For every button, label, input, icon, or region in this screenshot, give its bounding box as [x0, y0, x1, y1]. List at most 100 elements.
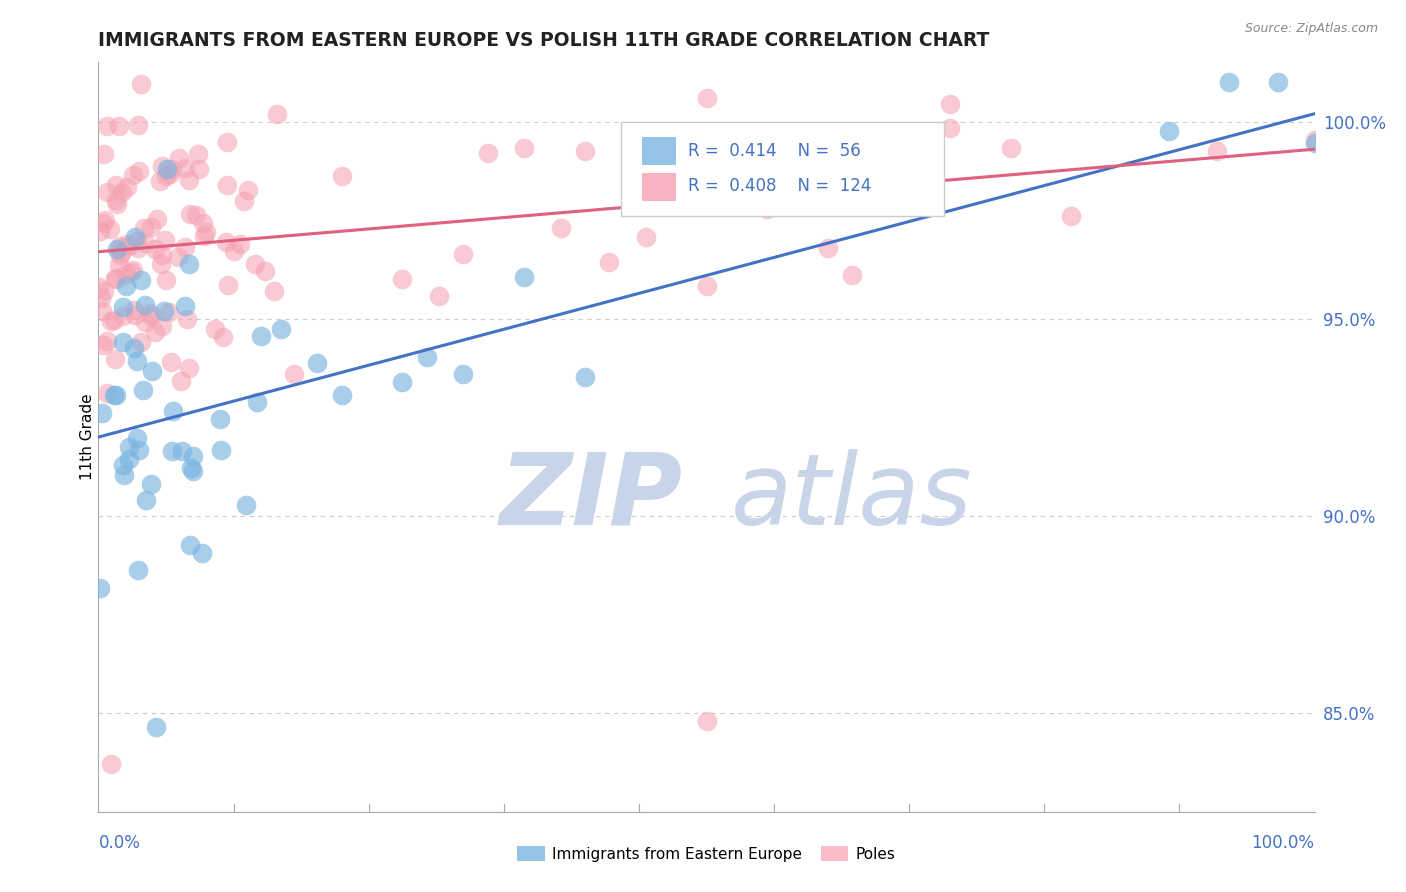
Point — [817, 241, 839, 255]
Bar — [643, 136, 676, 165]
Point — [574, 370, 596, 384]
Point — [89, 224, 111, 238]
Point — [131, 77, 153, 91]
Point — [1206, 145, 1229, 159]
Point — [90, 304, 112, 318]
Point — [157, 304, 180, 318]
Point — [96, 120, 118, 134]
Point — [283, 367, 305, 381]
Point — [122, 342, 145, 356]
Point — [209, 442, 232, 457]
Point — [215, 235, 238, 250]
Point — [391, 376, 413, 390]
Point — [145, 720, 167, 734]
Point — [170, 443, 193, 458]
Point — [195, 225, 218, 239]
Point — [477, 146, 499, 161]
Point — [111, 185, 134, 199]
Point — [129, 273, 152, 287]
Point — [249, 328, 271, 343]
Point — [696, 176, 718, 190]
Point — [145, 211, 167, 226]
Point — [104, 271, 127, 285]
Point — [122, 303, 145, 318]
Point — [191, 546, 214, 560]
Point — [125, 234, 148, 248]
Point — [877, 183, 900, 197]
Y-axis label: 11th Grade: 11th Grade — [80, 393, 94, 481]
Point — [111, 334, 134, 349]
Point — [118, 239, 141, 253]
Point — [1267, 75, 1289, 89]
Point — [174, 300, 197, 314]
Point — [89, 581, 111, 595]
Point — [160, 443, 183, 458]
Bar — [643, 172, 676, 201]
Point — [127, 563, 149, 577]
Point — [513, 270, 536, 285]
Point — [150, 257, 173, 271]
Point — [841, 268, 863, 282]
Point — [139, 306, 162, 320]
Point — [96, 334, 118, 349]
Point — [939, 97, 962, 112]
Point — [105, 193, 128, 207]
Point — [167, 250, 190, 264]
Point — [217, 278, 239, 293]
Point — [143, 326, 166, 340]
Point — [598, 255, 620, 269]
Point — [112, 300, 135, 314]
Point — [118, 452, 141, 467]
Point — [177, 360, 200, 375]
Point — [134, 298, 156, 312]
Point — [112, 309, 135, 323]
Point — [108, 258, 131, 272]
Text: Source: ZipAtlas.com: Source: ZipAtlas.com — [1244, 22, 1378, 36]
Point — [184, 208, 207, 222]
Point — [179, 538, 201, 552]
Point — [215, 178, 238, 193]
Point — [152, 319, 174, 334]
Point — [427, 288, 450, 302]
Point — [93, 147, 115, 161]
Point — [215, 135, 238, 149]
Point — [263, 284, 285, 298]
Point — [96, 386, 118, 401]
Point — [103, 388, 125, 402]
Point — [89, 280, 111, 294]
Point — [179, 257, 201, 271]
Point — [110, 246, 132, 260]
Point — [191, 216, 214, 230]
Point — [877, 191, 900, 205]
Point — [91, 216, 114, 230]
Text: ZIP: ZIP — [499, 449, 682, 546]
Point — [105, 388, 128, 402]
Point — [112, 468, 135, 483]
Point — [817, 170, 839, 185]
Point — [211, 330, 233, 344]
Text: R =  0.414    N =  56: R = 0.414 N = 56 — [689, 142, 860, 160]
Point — [330, 387, 353, 401]
Point — [1000, 141, 1022, 155]
Point — [181, 464, 204, 478]
Point — [1303, 136, 1326, 150]
Point — [141, 220, 163, 235]
Point — [245, 395, 267, 409]
Point — [1218, 75, 1240, 89]
Point — [238, 183, 260, 197]
Point — [125, 354, 148, 368]
Point — [243, 258, 266, 272]
Point — [90, 291, 112, 305]
Point — [696, 714, 718, 728]
Point — [453, 367, 475, 381]
Point — [131, 383, 153, 397]
Point — [104, 178, 127, 193]
Point — [100, 757, 122, 772]
Point — [193, 228, 215, 243]
Point — [939, 120, 962, 135]
Point — [93, 337, 115, 351]
Point — [96, 185, 118, 199]
Point — [105, 243, 128, 257]
Point — [153, 304, 176, 318]
Point — [149, 174, 172, 188]
